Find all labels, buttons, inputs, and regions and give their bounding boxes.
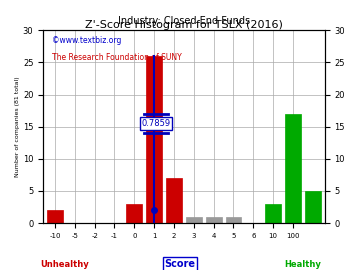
Bar bbox=[126, 204, 142, 223]
Bar bbox=[305, 191, 321, 223]
Bar bbox=[146, 56, 162, 223]
Text: Healthy: Healthy bbox=[284, 260, 321, 269]
Text: The Research Foundation of SUNY: The Research Foundation of SUNY bbox=[51, 53, 181, 62]
Text: ©www.textbiz.org: ©www.textbiz.org bbox=[51, 36, 121, 45]
Text: Score: Score bbox=[165, 259, 195, 269]
Text: Industry: Closed End Funds: Industry: Closed End Funds bbox=[118, 16, 250, 26]
Text: Unhealthy: Unhealthy bbox=[40, 260, 89, 269]
Text: 0.7859: 0.7859 bbox=[141, 119, 171, 128]
Bar bbox=[285, 114, 301, 223]
Y-axis label: Number of companies (81 total): Number of companies (81 total) bbox=[15, 76, 20, 177]
Bar bbox=[225, 217, 242, 223]
Bar bbox=[186, 217, 202, 223]
Bar bbox=[265, 204, 281, 223]
Title: Z'-Score Histogram for TSLX (2016): Z'-Score Histogram for TSLX (2016) bbox=[85, 20, 283, 30]
Bar bbox=[206, 217, 221, 223]
Bar bbox=[47, 210, 63, 223]
Bar bbox=[166, 178, 182, 223]
